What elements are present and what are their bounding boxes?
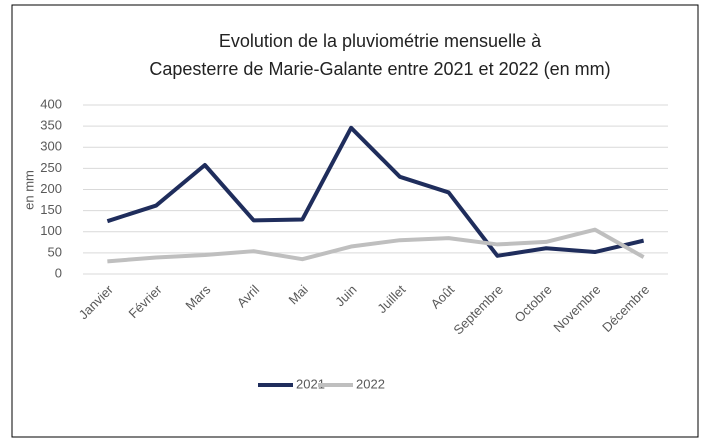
y-tick-label: 0 xyxy=(55,265,62,280)
chart-title: Capesterre de Marie-Galante entre 2021 e… xyxy=(149,59,610,79)
y-tick-label: 250 xyxy=(40,160,62,175)
y-axis-label: en mm xyxy=(21,170,36,210)
legend-label: 2022 xyxy=(356,376,385,391)
y-tick-label: 300 xyxy=(40,139,62,154)
y-tick-label: 50 xyxy=(48,244,62,259)
y-tick-label: 400 xyxy=(40,96,62,111)
y-tick-label: 350 xyxy=(40,118,62,133)
legend-label: 2021 xyxy=(296,376,325,391)
series-line xyxy=(107,227,645,264)
y-tick-label: 200 xyxy=(40,181,62,196)
series-line xyxy=(106,125,645,258)
chart-frame xyxy=(11,4,699,438)
y-tick-label: 150 xyxy=(40,202,62,217)
chart-title: Evolution de la pluviométrie mensuelle à xyxy=(219,31,542,51)
y-tick-label: 100 xyxy=(40,223,62,238)
